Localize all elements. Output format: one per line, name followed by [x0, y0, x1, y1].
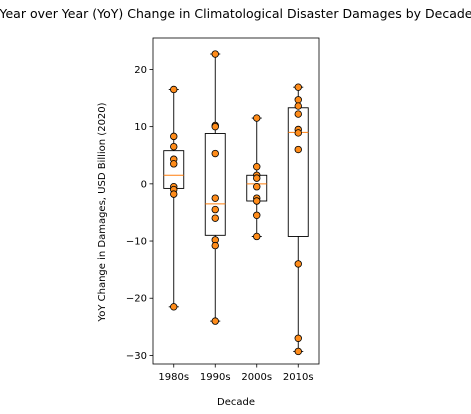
data-point	[170, 190, 178, 198]
y-tick-label: 0	[141, 179, 147, 190]
data-point	[253, 162, 261, 171]
data-point	[211, 194, 219, 202]
y-tick-label: 20	[134, 65, 147, 76]
chart-title: Year over Year (YoY) Change in Climatolo…	[0, 6, 471, 21]
data-point	[211, 205, 219, 214]
data-point	[294, 129, 302, 137]
y-tick-label: −20	[126, 294, 147, 305]
x-tick-label: 2000s	[241, 372, 272, 383]
data-point	[211, 214, 219, 222]
data-point	[294, 347, 302, 356]
data-point	[170, 303, 178, 311]
data-point	[253, 183, 261, 191]
data-point	[294, 110, 302, 118]
data-point	[253, 232, 261, 241]
data-point	[253, 197, 261, 205]
data-point	[294, 145, 302, 154]
axes-frame	[152, 37, 320, 365]
data-point	[170, 85, 178, 94]
data-point	[253, 174, 261, 182]
y-axis-label: YoY Change in Damages, USD Billion (2020…	[97, 102, 108, 322]
box-1990s	[204, 133, 226, 236]
data-point	[294, 96, 302, 104]
x-axis-label: Decade	[217, 397, 255, 408]
data-point	[294, 83, 302, 91]
data-point	[170, 160, 178, 168]
data-point	[170, 142, 178, 151]
data-point	[294, 334, 302, 342]
y-tick-label: 10	[134, 122, 147, 133]
data-point	[211, 50, 219, 58]
y-tick-label: −30	[126, 351, 147, 362]
y-tick-label: −10	[126, 237, 147, 248]
data-point	[211, 317, 219, 325]
x-tick-label: 2010s	[283, 372, 314, 383]
data-point	[211, 241, 219, 250]
data-point	[294, 102, 302, 110]
data-point	[294, 260, 302, 268]
data-point	[253, 114, 261, 122]
x-tick-label: 1980s	[158, 372, 189, 383]
data-point	[211, 149, 219, 158]
data-point	[211, 122, 219, 131]
x-tick-label: 1990s	[200, 372, 231, 383]
plot-area: 20 10 0 −10 −20 −30 1980s 1990s 2000s 2010s	[126, 37, 320, 383]
data-point	[170, 132, 178, 141]
data-point	[253, 211, 261, 219]
